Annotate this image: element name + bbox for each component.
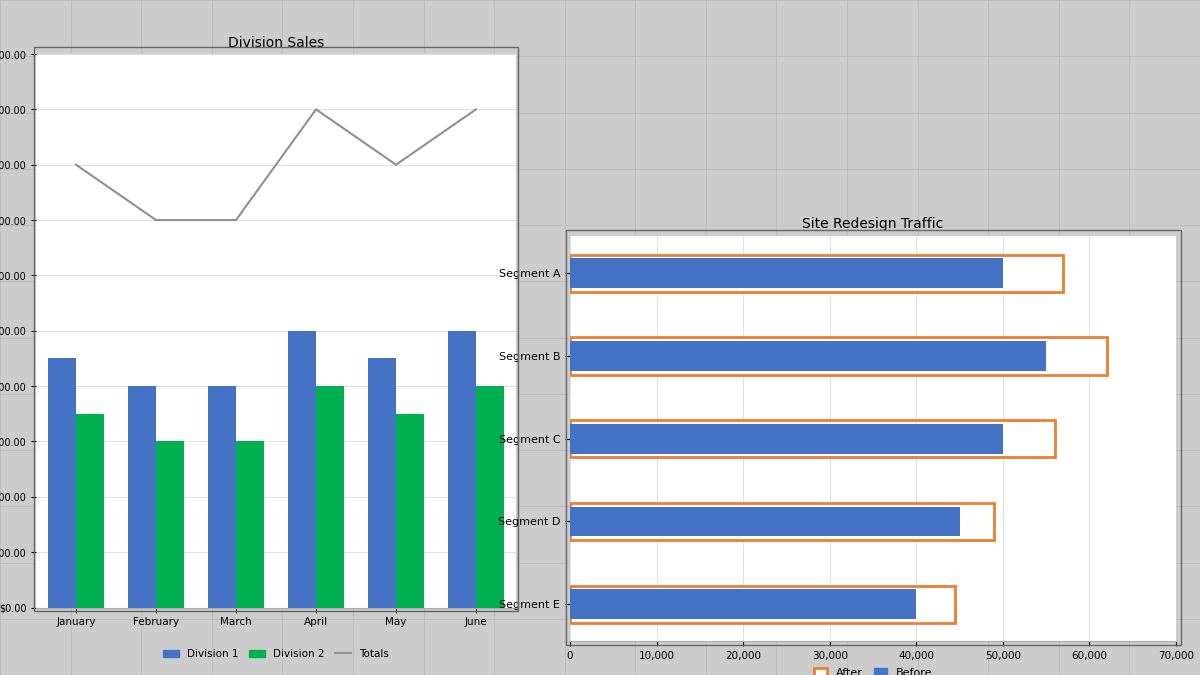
Legend: Division 1, Division 2, Totals: Division 1, Division 2, Totals xyxy=(160,645,392,663)
Bar xyxy=(316,386,344,608)
Bar xyxy=(76,414,104,608)
Bar xyxy=(396,414,424,608)
Bar xyxy=(570,586,955,623)
Bar xyxy=(156,441,184,608)
Legend: After, Before: After, Before xyxy=(809,664,937,675)
Bar xyxy=(570,254,1063,292)
Bar xyxy=(48,358,76,608)
Bar xyxy=(236,441,264,608)
Bar xyxy=(570,420,1055,458)
Title: Division Sales: Division Sales xyxy=(228,36,324,50)
Bar xyxy=(128,386,156,608)
Bar xyxy=(570,259,1003,288)
Bar xyxy=(448,331,476,608)
Bar xyxy=(570,341,1046,371)
Bar xyxy=(288,331,316,608)
Bar xyxy=(570,338,1106,375)
Bar xyxy=(570,503,994,540)
Bar xyxy=(570,424,1003,454)
Bar xyxy=(368,358,396,608)
Title: Site Redesign Traffic: Site Redesign Traffic xyxy=(803,217,943,231)
Bar xyxy=(208,386,236,608)
Bar xyxy=(476,386,504,608)
Bar xyxy=(570,589,917,619)
Bar xyxy=(570,507,960,537)
